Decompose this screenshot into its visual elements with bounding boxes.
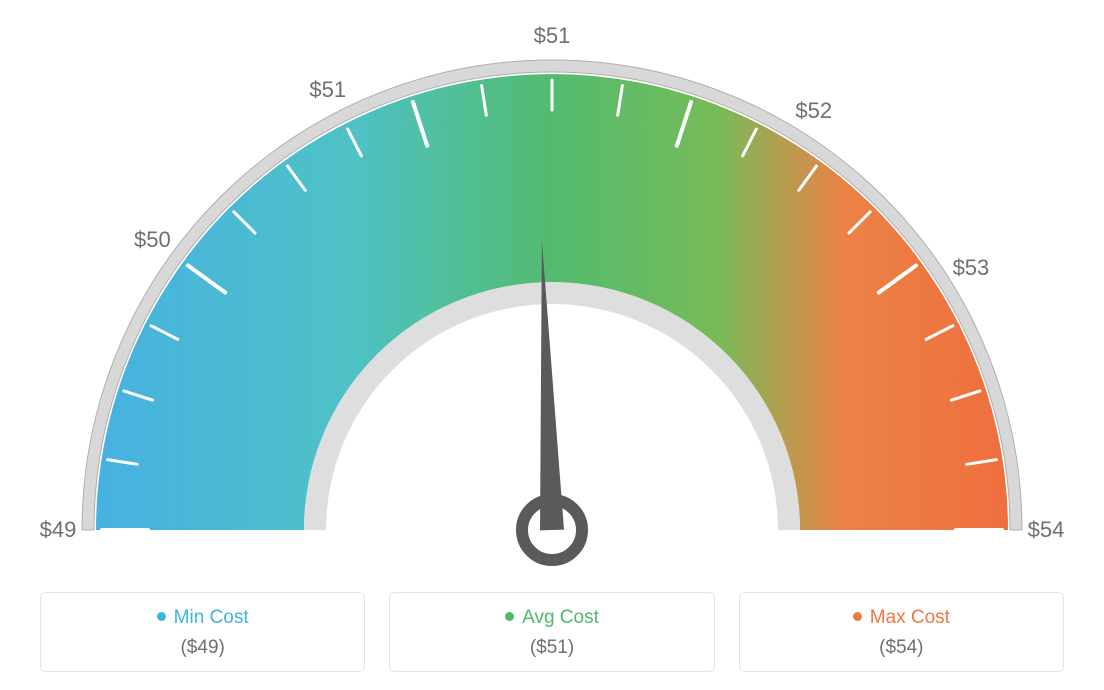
legend-min-label: Min Cost (174, 607, 249, 628)
legend-max-value: ($54) (750, 637, 1053, 659)
cost-gauge: $49 $50 $51 $51 $52 $53 $54 (0, 0, 1104, 570)
dot-icon (505, 612, 514, 621)
legend-min-title: Min Cost (51, 607, 354, 629)
legend-max-title: Max Cost (750, 607, 1053, 629)
scale-label: $54 (1028, 517, 1065, 543)
legend-max: Max Cost ($54) (739, 592, 1064, 672)
legend-max-label: Max Cost (870, 607, 950, 628)
legend-min: Min Cost ($49) (40, 592, 365, 672)
legend-min-value: ($49) (51, 637, 354, 659)
dot-icon (853, 612, 862, 621)
scale-label: $51 (534, 23, 571, 49)
legend-avg-label: Avg Cost (522, 607, 599, 628)
scale-label: $49 (40, 517, 77, 543)
legend-row: Min Cost ($49) Avg Cost ($51) Max Cost (… (40, 592, 1064, 672)
scale-label: $52 (795, 98, 832, 124)
scale-label: $53 (953, 255, 990, 281)
legend-avg-value: ($51) (400, 637, 703, 659)
legend-avg-title: Avg Cost (400, 607, 703, 629)
scale-label: $50 (134, 227, 171, 253)
legend-avg: Avg Cost ($51) (389, 592, 714, 672)
scale-label: $51 (309, 77, 346, 103)
dot-icon (157, 612, 166, 621)
